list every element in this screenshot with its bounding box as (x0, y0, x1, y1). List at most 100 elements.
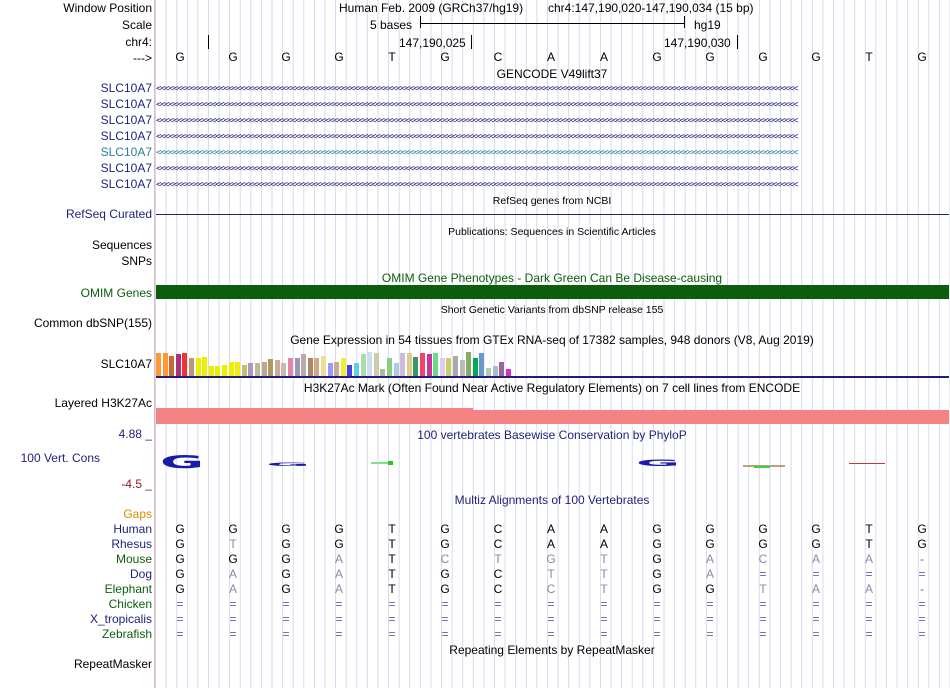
dbsnp-label[interactable]: Common dbSNP(155) (33, 316, 152, 330)
gtex-tissue-bar[interactable] (446, 358, 452, 376)
gencode-transcript-label[interactable]: SLC10A7 (100, 145, 152, 159)
repeatmasker-track-title[interactable]: Repeating Elements by RepeatMasker (449, 643, 655, 657)
gtex-tissue-bar[interactable] (314, 358, 320, 376)
gtex-tissue-bar[interactable] (274, 360, 280, 376)
snps-label[interactable]: SNPs (121, 254, 152, 268)
gencode-transcript-arrows[interactable]: <<<<<<<<<<<<<<<<<<<<<<<<<<<<<<<<<<<<<<<<… (156, 148, 798, 158)
gencode-transcript-arrows[interactable]: <<<<<<<<<<<<<<<<<<<<<<<<<<<<<<<<<<<<<<<<… (156, 180, 798, 190)
gtex-tissue-bar[interactable] (354, 363, 359, 376)
gtex-tissue-bar[interactable] (182, 353, 188, 376)
phylop-track-title[interactable]: 100 vertebrates Basewise Conservation by… (417, 428, 687, 442)
gtex-tissue-bar[interactable] (499, 362, 505, 376)
gtex-tissue-bar[interactable] (222, 365, 227, 376)
gtex-tissue-bar[interactable] (347, 365, 353, 376)
gtex-tissue-bar[interactable] (433, 353, 439, 376)
gtex-tissue-bar[interactable] (169, 356, 175, 376)
gtex-tissue-bar[interactable] (294, 358, 300, 376)
refseq-track-title[interactable]: RefSeq genes from NCBI (492, 195, 612, 207)
gencode-transcript-label[interactable]: SLC10A7 (100, 113, 152, 127)
gtex-tissue-bar[interactable] (479, 353, 485, 376)
h3k27ac-signal[interactable] (156, 408, 473, 424)
gencode-transcript-label[interactable]: SLC10A7 (100, 129, 152, 143)
species-label[interactable]: Dog (129, 567, 152, 581)
gtex-tissue-bar[interactable] (261, 362, 267, 376)
gtex-tissue-bar[interactable] (360, 354, 366, 376)
refseq-label[interactable]: RefSeq Curated (65, 207, 152, 221)
gtex-tissue-bar[interactable] (472, 358, 478, 376)
gtex-tissue-bar[interactable] (466, 352, 472, 376)
omim-track-title[interactable]: OMIM Gene Phenotypes - Dark Green Can Be… (381, 271, 723, 285)
gencode-transcript-arrows[interactable]: <<<<<<<<<<<<<<<<<<<<<<<<<<<<<<<<<<<<<<<<… (156, 100, 798, 110)
gtex-tissue-bar[interactable] (156, 353, 161, 376)
gtex-tissue-bar[interactable] (387, 358, 392, 376)
species-label[interactable]: Mouse (115, 552, 152, 566)
gtex-tissue-bar[interactable] (288, 358, 293, 376)
gtex-tissue-bar[interactable] (268, 359, 274, 376)
gencode-transcript-arrows[interactable]: <<<<<<<<<<<<<<<<<<<<<<<<<<<<<<<<<<<<<<<<… (156, 84, 798, 94)
gtex-tissue-bar[interactable] (321, 356, 326, 376)
publications-track-title[interactable]: Publications: Sequences in Scientific Ar… (448, 226, 656, 238)
gtex-tissue-bar[interactable] (228, 362, 234, 376)
gtex-tissue-bar[interactable] (241, 365, 247, 376)
gtex-tissue-bar[interactable] (439, 358, 445, 376)
gtex-tissue-bar[interactable] (406, 353, 412, 376)
species-label[interactable]: Elephant (104, 582, 152, 596)
species-label[interactable]: Zebrafish (101, 627, 152, 641)
species-label[interactable]: X_tropicalis (89, 612, 152, 626)
multiz-track-title[interactable]: Multiz Alignments of 100 Vertebrates (454, 493, 650, 507)
gencode-transcript-label[interactable]: SLC10A7 (100, 81, 152, 95)
phylop-logo[interactable]: G G G (156, 450, 949, 474)
gtex-tissue-bar[interactable] (334, 362, 340, 376)
gtex-tissue-bar[interactable] (162, 353, 168, 376)
h3k27ac-track-title[interactable]: H3K27Ac Mark (Often Found Near Active Re… (303, 381, 801, 395)
species-label[interactable]: Human (113, 522, 152, 536)
species-label[interactable]: Chicken (108, 597, 152, 611)
gtex-bar-chart[interactable] (156, 351, 949, 376)
gencode-transcript-label[interactable]: SLC10A7 (100, 97, 152, 111)
gtex-tissue-bar[interactable] (281, 363, 287, 376)
phylop-label[interactable]: 100 Vert. Cons (20, 451, 100, 465)
gtex-tissue-bar[interactable] (373, 353, 379, 376)
gtex-tissue-bar[interactable] (453, 356, 458, 376)
gtex-tissue-bar[interactable] (307, 358, 313, 376)
strand-label[interactable]: ---> (133, 51, 152, 65)
gtex-tissue-bar[interactable] (393, 363, 399, 376)
gtex-tissue-bar[interactable] (413, 357, 419, 376)
species-label[interactable]: Rhesus (111, 537, 152, 551)
gtex-tissue-bar[interactable] (367, 352, 373, 376)
h3k27ac-signal[interactable] (473, 410, 949, 424)
gencode-transcript-arrows[interactable]: <<<<<<<<<<<<<<<<<<<<<<<<<<<<<<<<<<<<<<<<… (156, 116, 798, 126)
gencode-transcript-arrows[interactable]: <<<<<<<<<<<<<<<<<<<<<<<<<<<<<<<<<<<<<<<<… (156, 132, 798, 142)
h3k27ac-label[interactable]: Layered H3K27Ac (54, 396, 152, 410)
gtex-tissue-bar[interactable] (327, 363, 333, 376)
gencode-transcript-label[interactable]: SLC10A7 (100, 177, 152, 191)
omim-label[interactable]: OMIM Genes (80, 286, 152, 300)
gencode-track-title[interactable]: GENCODE V49lift37 (496, 67, 608, 81)
dbsnp-track-title[interactable]: Short Genetic Variants from dbSNP releas… (440, 304, 664, 316)
gtex-tissue-bar[interactable] (255, 363, 260, 376)
gtex-label[interactable]: SLC10A7 (100, 357, 152, 371)
gtex-tissue-bar[interactable] (420, 353, 425, 376)
position-text[interactable]: chr4:147,190,020-147,190,034 (15 bp) (548, 1, 754, 15)
gtex-tissue-bar[interactable] (195, 358, 201, 376)
gtex-tissue-bar[interactable] (426, 354, 432, 376)
gtex-tissue-bar[interactable] (202, 357, 208, 376)
repeatmasker-label[interactable]: RepeatMasker (73, 657, 152, 671)
refseq-line[interactable] (156, 214, 949, 215)
gtex-tissue-bar[interactable] (235, 362, 241, 376)
gtex-tissue-bar[interactable] (459, 360, 465, 376)
gtex-tissue-bar[interactable] (189, 358, 194, 376)
gtex-tissue-bar[interactable] (486, 368, 491, 376)
gtex-tissue-bar[interactable] (400, 353, 406, 376)
gtex-tissue-bar[interactable] (248, 363, 254, 376)
gtex-tissue-bar[interactable] (175, 354, 181, 376)
gtex-tissue-bar[interactable] (208, 366, 214, 376)
gtex-track-title[interactable]: Gene Expression in 54 tissues from GTEx … (290, 333, 814, 347)
gtex-tissue-bar[interactable] (340, 358, 346, 376)
gtex-tissue-bar[interactable] (301, 354, 307, 376)
sequences-label[interactable]: Sequences (91, 238, 152, 252)
gtex-tissue-bar[interactable] (492, 366, 498, 376)
gtex-tissue-bar[interactable] (505, 369, 511, 376)
gaps-label[interactable]: Gaps (123, 507, 152, 521)
